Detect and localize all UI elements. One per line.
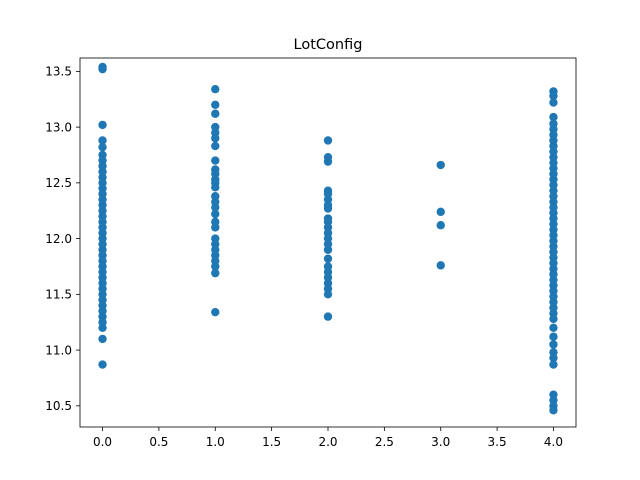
data-point (211, 156, 220, 165)
x-tick-label: 3.5 (488, 435, 507, 449)
x-tick-label: 2.5 (375, 435, 394, 449)
data-point (323, 254, 333, 263)
data-point (98, 323, 107, 332)
data-point (98, 360, 107, 369)
data-point (436, 207, 445, 217)
y-tick-label: 13.5 (45, 65, 72, 79)
y-tick-label: 10.5 (45, 399, 72, 413)
data-point (211, 85, 220, 94)
y-tick-label: 11.0 (45, 343, 72, 357)
data-point (211, 268, 220, 278)
x-axis: 0.0 0.5 1.0 1.5 2.0 2.5 3.0 3.5 4.0 (93, 427, 563, 449)
data-point (436, 221, 445, 230)
data-point (549, 91, 558, 101)
data-point (323, 204, 333, 213)
data-point (98, 142, 107, 152)
data-point (549, 98, 558, 107)
y-axis: 10.5 11.0 11.5 12.0 12.5 13.0 13.5 (45, 65, 80, 413)
data-point (211, 203, 220, 212)
data-point (211, 141, 220, 151)
x-tick-label: 1.0 (206, 435, 225, 449)
y-tick-label: 13.0 (45, 120, 72, 134)
data-point (549, 353, 558, 363)
data-point (98, 120, 107, 130)
data-point (323, 290, 333, 299)
data-point (323, 312, 333, 321)
data-point (549, 340, 558, 349)
data-point (436, 261, 445, 270)
data-point (549, 406, 558, 415)
data-point (549, 360, 558, 369)
x-tick-label: 4.0 (544, 435, 563, 449)
data-point (211, 223, 220, 232)
data-point (98, 64, 107, 74)
data-points (98, 62, 558, 415)
data-point (323, 157, 333, 166)
data-point (211, 183, 220, 192)
data-point (436, 160, 445, 170)
chart-title: LotConfig (294, 37, 363, 53)
data-point (98, 334, 107, 344)
y-tick-label: 11.5 (45, 288, 72, 302)
data-point (211, 262, 220, 271)
data-point (323, 136, 333, 145)
data-point (549, 323, 558, 332)
y-tick-label: 12.5 (45, 176, 72, 190)
x-tick-label: 0.5 (149, 435, 168, 449)
data-point (549, 332, 558, 341)
data-point (211, 100, 220, 110)
x-tick-label: 2.0 (318, 435, 337, 449)
plot-frame (79, 57, 577, 428)
x-tick-label: 0.0 (93, 435, 112, 449)
data-point (98, 136, 107, 145)
data-point (211, 209, 220, 219)
x-tick-label: 1.5 (262, 435, 281, 449)
data-point (549, 314, 558, 324)
data-point (211, 109, 220, 118)
data-point (323, 245, 333, 254)
data-point (211, 307, 220, 317)
y-tick-label: 12.0 (45, 232, 72, 246)
data-point (549, 112, 558, 122)
data-point (211, 134, 220, 143)
x-tick-label: 3.0 (431, 435, 450, 449)
